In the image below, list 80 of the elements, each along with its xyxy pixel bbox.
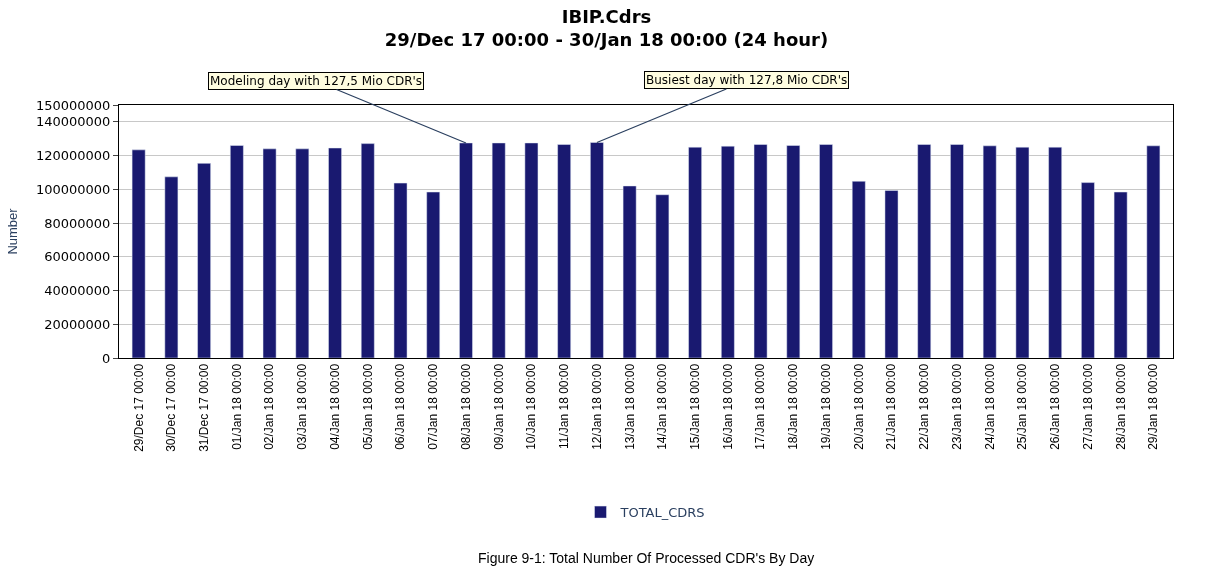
x-tick-label: 14/Jan 18 00:00 [655, 363, 670, 450]
bar [786, 145, 801, 358]
bar [753, 144, 768, 358]
x-tick-label: 05/Jan 18 00:00 [360, 363, 375, 450]
bar [557, 144, 571, 358]
bar [131, 149, 146, 358]
x-tick-label: 16/Jan 18 00:00 [720, 363, 735, 450]
y-tick-label: 100000000 [35, 181, 111, 197]
bar [1113, 191, 1128, 358]
x-tick-label: 09/Jan 18 00:00 [491, 363, 506, 450]
x-tick-label: 10/Jan 18 00:00 [524, 363, 539, 450]
x-tick-label: 23/Jan 18 00:00 [949, 363, 964, 450]
y-tick-label: 0 [102, 350, 111, 366]
x-tick-label: 02/Jan 18 00:00 [262, 363, 277, 450]
chart-title: IBIP.Cdrs [561, 5, 652, 27]
bar [851, 180, 866, 358]
bar [819, 144, 833, 358]
y-tick-label: 140000000 [35, 114, 111, 130]
bar [622, 185, 637, 358]
x-tick-label: 06/Jan 18 00:00 [393, 363, 408, 450]
bar [917, 144, 932, 358]
bar [884, 190, 899, 358]
bar [164, 176, 179, 358]
bar [982, 145, 997, 358]
chart-subtitle: 29/Dec 17 00:00 - 30/Jan 18 00:00 (24 hour) [384, 29, 829, 51]
x-tick-label: 29/Jan 18 00:00 [1146, 363, 1161, 450]
bar [1081, 182, 1095, 358]
bar [655, 194, 670, 358]
x-tick-label: 21/Jan 18 00:00 [884, 363, 899, 450]
caption: Figure 9-1: Total Number Of Processed CDR's By Day [478, 550, 815, 566]
x-tick-label: 28/Jan 18 00:00 [1113, 363, 1128, 450]
x-tick-label: 19/Jan 18 00:00 [818, 363, 833, 450]
x-tick-label: 27/Jan 18 00:00 [1080, 363, 1095, 450]
bar [295, 148, 310, 358]
bar [688, 146, 702, 358]
bar [328, 147, 342, 358]
bar [1048, 146, 1062, 358]
bar [524, 142, 539, 358]
bar [721, 145, 735, 358]
annotation: Modeling day with 127,5 Mio CDR's [210, 74, 423, 88]
x-tick-label: 01/Jan 18 00:00 [229, 363, 244, 450]
bar [590, 142, 604, 358]
bar [197, 163, 211, 358]
x-tick-label: 12/Jan 18 00:00 [589, 363, 604, 450]
x-tick-label: 15/Jan 18 00:00 [688, 363, 702, 450]
x-tick-label: 24/Jan 18 00:00 [982, 363, 997, 450]
y-tick-label: 20000000 [44, 316, 111, 332]
x-tick-label: 03/Jan 18 00:00 [295, 363, 310, 450]
x-tick-label: 31/Dec 17 00:00 [197, 363, 212, 452]
x-tick-label: 18/Jan 18 00:00 [786, 363, 801, 450]
x-tick-label: 20/Jan 18 00:00 [851, 363, 866, 450]
bar [426, 191, 441, 358]
bar [262, 148, 277, 358]
x-tick-label: 22/Jan 18 00:00 [917, 363, 932, 450]
y-tick-label: 150000000 [35, 97, 111, 113]
x-tick-label: 04/Jan 18 00:00 [327, 363, 342, 450]
bar [1146, 145, 1161, 358]
bar [491, 142, 506, 358]
y-tick-label: 120000000 [35, 148, 111, 164]
annotation: Busiest day with 127,8 Mio CDR's [646, 73, 848, 87]
x-tick-label: 30/Dec 17 00:00 [164, 363, 179, 452]
x-tick-label: 07/Jan 18 00:00 [426, 363, 441, 450]
bar [1015, 146, 1030, 358]
bar [393, 182, 408, 358]
bar [360, 143, 375, 358]
x-tick-label: 08/Jan 18 00:00 [458, 363, 473, 450]
x-tick-label: 26/Jan 18 00:00 [1048, 363, 1063, 450]
x-tick-label: 13/Jan 18 00:00 [622, 363, 637, 450]
bar [459, 142, 473, 358]
bar [950, 144, 964, 358]
bar [230, 145, 244, 358]
y-tick-label: 60000000 [44, 249, 111, 265]
legend-label: TOTAL_CDRS [619, 505, 705, 521]
x-tick-label: 25/Jan 18 00:00 [1015, 363, 1030, 450]
x-tick-label: 11/Jan 18 00:00 [557, 363, 572, 449]
y-tick-label: 40000000 [44, 283, 111, 299]
y-axis-title: Number [4, 207, 20, 255]
x-tick-label: 29/Dec 17 00:00 [131, 363, 146, 452]
x-tick-label: 17/Jan 18 00:00 [753, 363, 768, 450]
y-tick-label: 80000000 [44, 215, 111, 231]
